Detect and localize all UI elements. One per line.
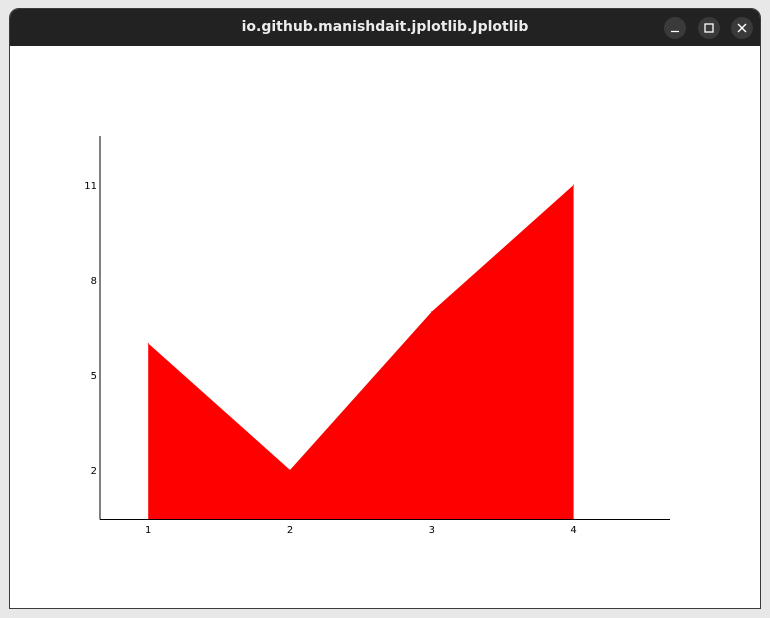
y-tick-label-2: 2 <box>91 466 97 477</box>
app-window: io.github.manishdait.jplotlib.Jplotlib 1… <box>9 8 761 609</box>
maximize-icon <box>704 23 714 33</box>
close-icon <box>737 23 747 33</box>
x-tick-label-3: 3 <box>429 525 435 536</box>
x-tick-label-4: 4 <box>570 525 576 536</box>
x-tick-label-2: 2 <box>287 525 293 536</box>
plot-canvas: 1 2 3 4 2 5 8 11 <box>84 136 670 536</box>
area-series <box>148 185 574 519</box>
minimize-icon <box>671 30 679 33</box>
window-title: io.github.manishdait.jplotlib.Jplotlib <box>241 19 529 35</box>
y-tick-label-8: 8 <box>91 276 97 287</box>
data-point-2 <box>289 469 291 471</box>
y-tick-label-5: 5 <box>91 371 97 382</box>
maximize-button[interactable] <box>698 17 720 39</box>
data-point-4 <box>573 184 575 186</box>
y-tick-label-11: 11 <box>84 181 97 192</box>
x-tick-label-1: 1 <box>145 525 151 536</box>
close-button[interactable] <box>731 17 753 39</box>
title-bar[interactable]: io.github.manishdait.jplotlib.Jplotlib <box>10 9 760 46</box>
data-point-3 <box>431 311 433 313</box>
data-point-1 <box>147 342 149 344</box>
minimize-button[interactable] <box>664 17 686 39</box>
